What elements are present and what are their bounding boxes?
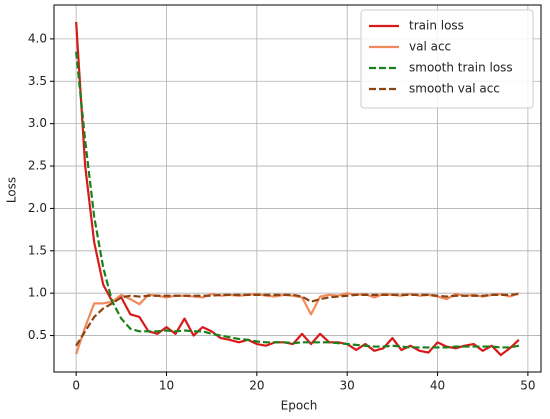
legend-box <box>360 9 534 109</box>
y-tick-label: 3.0 <box>28 116 47 130</box>
y-tick-label: 2.0 <box>28 201 47 215</box>
y-tick-label: 3.5 <box>28 74 47 88</box>
x-tick-label: 50 <box>520 379 535 393</box>
x-tick-label: 0 <box>72 379 80 393</box>
legend-label: smooth train loss <box>409 61 513 75</box>
legend-label: smooth val acc <box>409 82 500 96</box>
y-tick-label: 1.0 <box>28 286 47 300</box>
y-tick-label: 2.5 <box>28 159 47 173</box>
x-axis-label: Epoch <box>281 399 318 413</box>
x-tick-label: 40 <box>430 379 445 393</box>
y-tick-label: 0.5 <box>28 328 47 342</box>
y-tick-label: 1.5 <box>28 243 47 257</box>
y-tick-label: 4.0 <box>28 31 47 45</box>
series-line <box>75 292 519 347</box>
plot-frame <box>53 4 542 373</box>
legend-label: train loss <box>409 19 464 33</box>
y-axis-label: Loss <box>5 177 19 203</box>
legend: train loss val acc smooth train loss smooth… <box>360 9 534 109</box>
legend-label: val acc <box>409 40 451 54</box>
x-tick-label: 30 <box>340 379 355 393</box>
x-tick-label: 10 <box>159 379 174 393</box>
series-line <box>75 51 520 349</box>
x-tick-label: 20 <box>249 379 264 393</box>
